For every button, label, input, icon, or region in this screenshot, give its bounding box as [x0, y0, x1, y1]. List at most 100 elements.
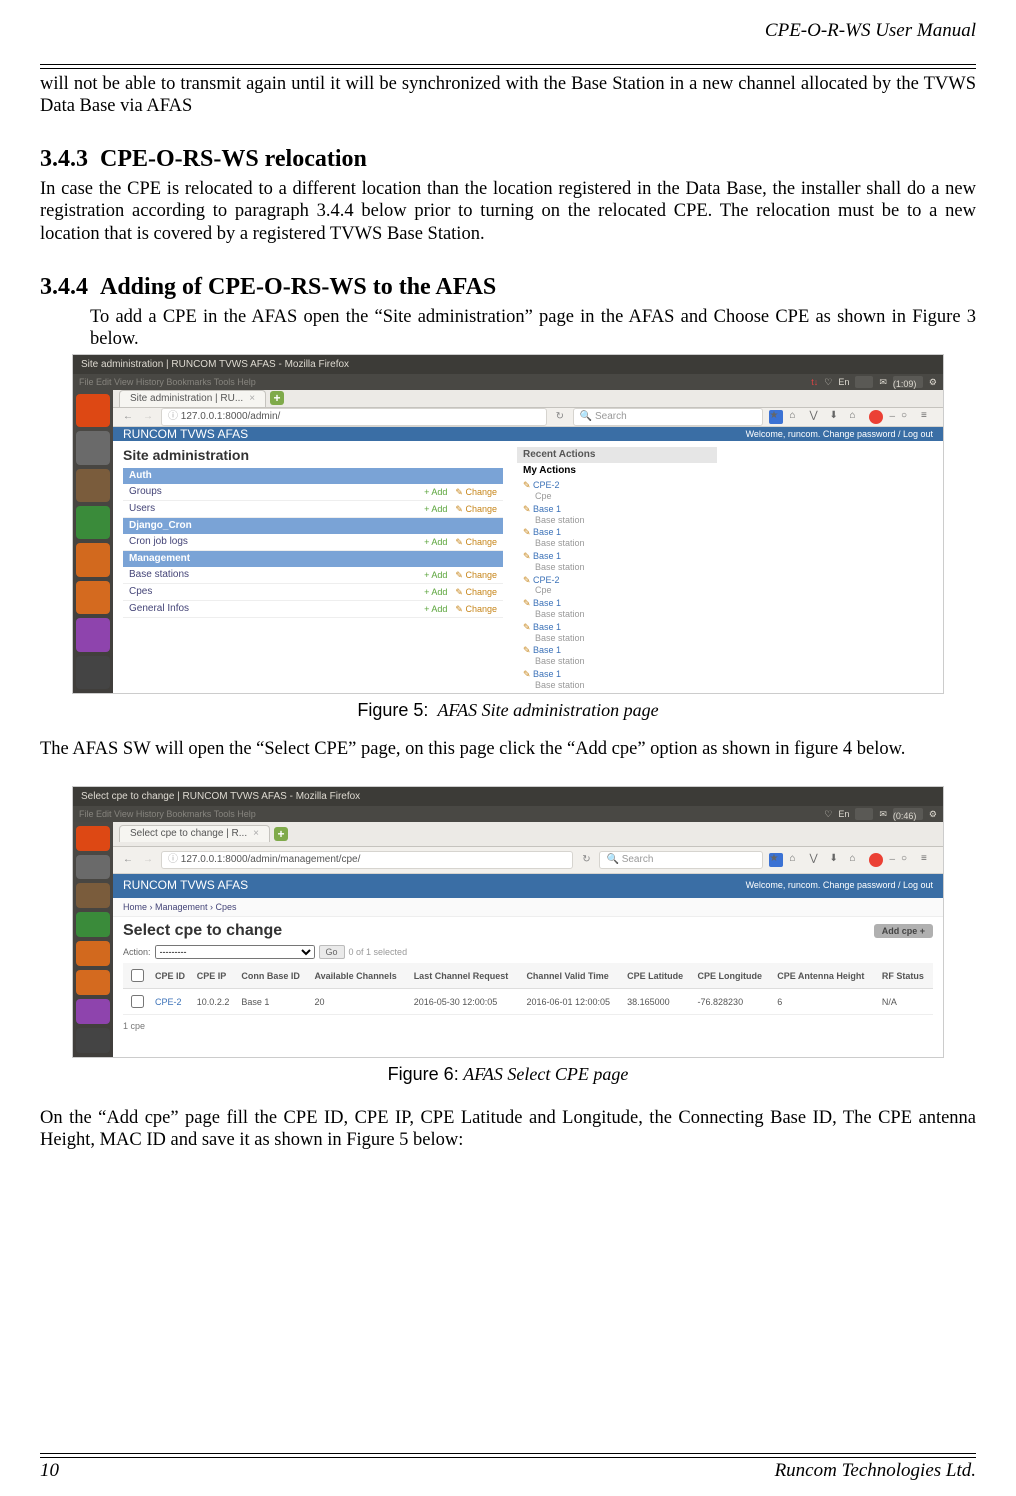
recent-action-item[interactable]: ✎ CPE-2Cpe: [517, 479, 717, 503]
table-header[interactable]: Last Channel Request: [410, 963, 523, 989]
new-tab-button[interactable]: +: [270, 391, 284, 405]
bookmark-icon[interactable]: ★: [769, 853, 783, 867]
header-divider: [40, 64, 976, 69]
table-header[interactable]: CPE Antenna Height: [773, 963, 878, 989]
search-box[interactable]: 🔍 Search: [573, 408, 764, 426]
downloads-icon[interactable]: ⬇: [829, 410, 843, 424]
admin-row[interactable]: Cron job logs+ Add✎ Change: [123, 534, 503, 551]
top-menubar: File Edit View History Bookmarks Tools H…: [73, 806, 943, 822]
table-header[interactable]: CPE Latitude: [623, 963, 693, 989]
admin-row[interactable]: Users+ Add✎ Change: [123, 501, 503, 518]
table-header[interactable]: Conn Base ID: [237, 963, 310, 989]
reload-icon[interactable]: ↻: [553, 411, 567, 423]
dock-icon[interactable]: [76, 912, 110, 937]
search-box[interactable]: 🔍 Search: [599, 851, 763, 869]
admin-row[interactable]: Groups+ Add✎ Change: [123, 484, 503, 501]
cpe-link[interactable]: CPE-2: [155, 997, 182, 1007]
sidebar-icon[interactable]: ⌂: [789, 853, 803, 867]
paragraph-after-fig6: On the “Add cpe” page fill the CPE ID, C…: [40, 1107, 976, 1151]
table-header[interactable]: Channel Valid Time: [522, 963, 623, 989]
table-header[interactable]: RF Status: [878, 963, 933, 989]
table-cell: 10.0.2.2: [193, 989, 238, 1015]
window-titlebar: Select cpe to change | RUNCOM TVWS AFAS …: [73, 787, 943, 806]
table-header[interactable]: CPE Longitude: [694, 963, 774, 989]
home-icon[interactable]: ⌂: [849, 410, 863, 424]
recent-action-item[interactable]: ✎ Base 1Base station: [517, 597, 717, 621]
adblock-icon[interactable]: [869, 410, 883, 424]
dock-icon[interactable]: [76, 394, 110, 427]
top-menubar: File Edit View History Bookmarks Tools H…: [73, 374, 943, 390]
home-icon[interactable]: ⌂: [849, 853, 863, 867]
table-cell: 6: [773, 989, 878, 1015]
admin-row[interactable]: Cpes+ Add✎ Change: [123, 584, 503, 601]
back-icon[interactable]: ←: [121, 411, 135, 423]
welcome-text[interactable]: Welcome, runcom. Change password / Log o…: [746, 880, 933, 891]
pocket-icon[interactable]: ⋁: [809, 853, 823, 867]
recent-action-item[interactable]: ✎ Base 1Base station: [517, 526, 717, 550]
address-bar[interactable]: ⓘ 127.0.0.1:8000/admin/management/cpe/: [161, 851, 573, 869]
table-cell: -76.828230: [694, 989, 774, 1015]
dock-icon[interactable]: [76, 855, 110, 880]
noscript-icon[interactable]: ○: [901, 853, 915, 867]
dock-icon[interactable]: [76, 883, 110, 908]
noscript-icon[interactable]: ○: [901, 410, 915, 424]
dock-icon[interactable]: [76, 469, 110, 502]
dock-icon[interactable]: [76, 618, 110, 651]
dock-icon[interactable]: [76, 826, 110, 851]
dock-icon[interactable]: [76, 941, 110, 966]
my-actions-label: My Actions: [517, 463, 717, 479]
add-cpe-button[interactable]: Add cpe +: [874, 924, 933, 939]
dock-icon[interactable]: [76, 543, 110, 576]
admin-row[interactable]: General Infos+ Add✎ Change: [123, 601, 503, 618]
section-3-4-4-heading: 3.4.4 Adding of CPE-O-RS-WS to the AFAS: [40, 273, 976, 302]
forward-icon[interactable]: →: [141, 411, 155, 423]
table-cell: 2016-06-01 12:00:05: [522, 989, 623, 1015]
dock-icon[interactable]: [76, 656, 110, 689]
recent-action-item[interactable]: ✎ Base 1Base station: [517, 692, 717, 694]
reload-icon[interactable]: ↻: [579, 854, 593, 866]
menu-icon[interactable]: ≡: [921, 853, 935, 867]
recent-action-item[interactable]: ✎ Base 1Base station: [517, 503, 717, 527]
breadcrumb[interactable]: Home › Management › Cpes: [113, 898, 943, 918]
footer-divider: [40, 1453, 976, 1458]
selection-count: 0 of 1 selected: [349, 947, 408, 958]
recent-action-item[interactable]: ✎ CPE-2Cpe: [517, 574, 717, 598]
pocket-icon[interactable]: ⋁: [809, 410, 823, 424]
browser-tab[interactable]: Select cpe to change | R...×: [119, 825, 270, 842]
address-bar[interactable]: ⓘ 127.0.0.1:8000/admin/: [161, 408, 547, 426]
page-number: 10: [40, 1460, 59, 1482]
adblock-icon[interactable]: [869, 853, 883, 867]
recent-action-item[interactable]: ✎ Base 1Base station: [517, 644, 717, 668]
row-checkbox[interactable]: [131, 995, 144, 1008]
dock-icon[interactable]: [76, 431, 110, 464]
recent-action-item[interactable]: ✎ Base 1Base station: [517, 550, 717, 574]
new-tab-button[interactable]: +: [274, 827, 288, 841]
dock-icon[interactable]: [76, 506, 110, 539]
back-icon[interactable]: ←: [121, 854, 135, 866]
dock-icon[interactable]: [76, 1028, 110, 1053]
dock-icon[interactable]: [76, 581, 110, 614]
table-header[interactable]: Available Channels: [311, 963, 410, 989]
figure-6-screenshot: Select cpe to change | RUNCOM TVWS AFAS …: [72, 786, 944, 1058]
table-cell: 38.165000: [623, 989, 693, 1015]
recent-action-item[interactable]: ✎ Base 1Base station: [517, 668, 717, 692]
dock-icon[interactable]: [76, 970, 110, 995]
go-button[interactable]: Go: [319, 945, 345, 960]
forward-icon[interactable]: →: [141, 854, 155, 866]
browser-tab[interactable]: Site administration | RU...×: [119, 390, 266, 407]
dock-icon[interactable]: [76, 999, 110, 1024]
table-header[interactable]: CPE ID: [151, 963, 193, 989]
sidebar-icon[interactable]: ⌂: [789, 410, 803, 424]
category-header: Auth: [123, 468, 503, 484]
action-select[interactable]: ---------: [155, 945, 315, 959]
menu-icon[interactable]: ≡: [921, 410, 935, 424]
table-header[interactable]: CPE IP: [193, 963, 238, 989]
select-all-checkbox[interactable]: [131, 969, 144, 982]
admin-row[interactable]: Base stations+ Add✎ Change: [123, 567, 503, 584]
table-header[interactable]: [123, 963, 151, 989]
site-admin-title: Site administration: [123, 447, 503, 464]
downloads-icon[interactable]: ⬇: [829, 853, 843, 867]
recent-action-item[interactable]: ✎ Base 1Base station: [517, 621, 717, 645]
bookmark-icon[interactable]: ★: [769, 410, 783, 424]
welcome-text[interactable]: Welcome, runcom. Change password / Log o…: [746, 429, 933, 440]
